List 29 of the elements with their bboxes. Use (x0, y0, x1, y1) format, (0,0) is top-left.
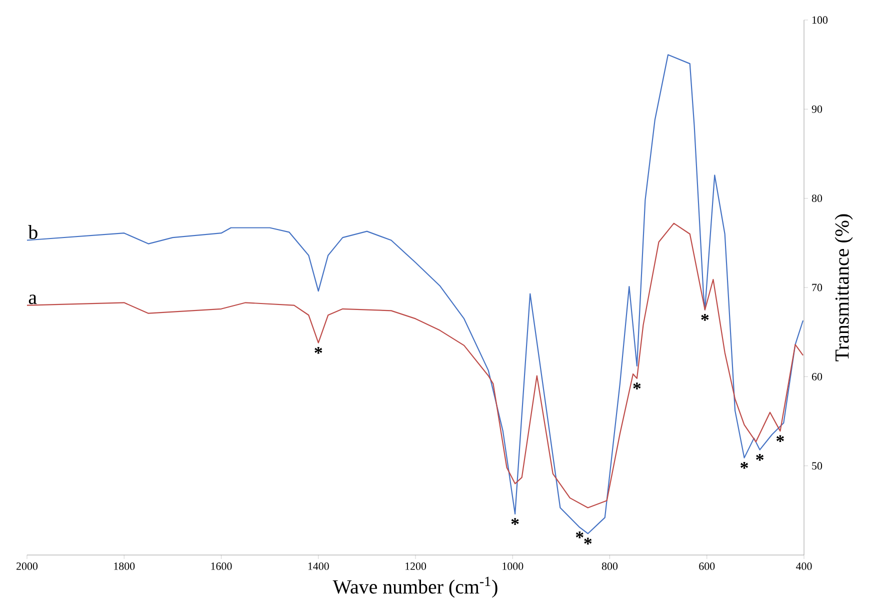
y-tick-label: 60 (812, 372, 822, 380)
annotation: * (576, 532, 584, 538)
x-tick-label: 600 (699, 562, 715, 570)
y-tick-label: 100 (812, 16, 828, 24)
line-series (26, 222, 804, 508)
annotation: * (511, 518, 519, 525)
x-tick-label: 1200 (406, 562, 426, 570)
annotation: * (701, 314, 709, 321)
series-label: b (28, 225, 38, 240)
annotation: * (740, 462, 748, 469)
annotation: * (633, 382, 641, 390)
annotation: * (756, 454, 764, 461)
x-tick-label: 1400 (308, 562, 329, 570)
x-tick-label: 1600 (211, 562, 232, 570)
y-tick-label: 70 (812, 284, 822, 292)
y-tick-label: 50 (812, 462, 822, 470)
series-label: a (28, 294, 37, 304)
annotation: * (314, 346, 322, 354)
x-tick-label: 2000 (16, 562, 38, 570)
annotation: * (776, 435, 784, 442)
x-tick-label: 1800 (114, 562, 135, 570)
x-tick-label: 800 (602, 562, 618, 570)
x-axis-title: Wave number (cm$^{-1}$) (332, 576, 498, 598)
x-tick-label: 1000 (502, 562, 524, 570)
y-tick-label: 80 (812, 194, 822, 202)
annotation: * (584, 538, 592, 545)
x-tick-label: 400 (796, 562, 812, 570)
y-tick-label: 90 (812, 105, 822, 113)
y-axis-title: Transmittance (%) (834, 214, 853, 362)
